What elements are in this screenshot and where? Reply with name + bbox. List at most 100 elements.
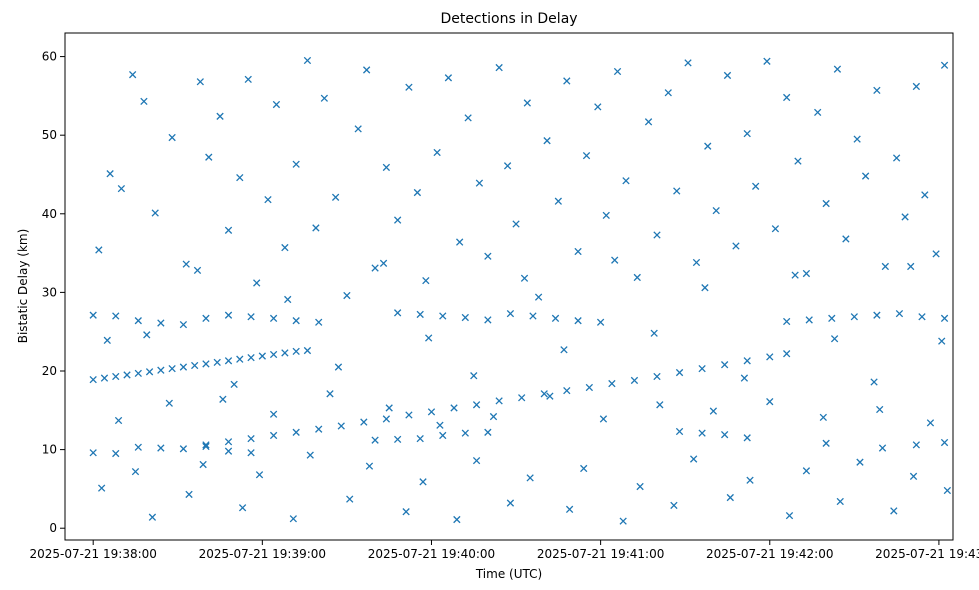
- data-point: [315, 318, 323, 326]
- data-point: [484, 428, 492, 436]
- data-point: [292, 428, 300, 436]
- data-point: [783, 317, 791, 326]
- data-point: [602, 211, 610, 220]
- data-point: [247, 449, 255, 457]
- data-point: [689, 455, 698, 463]
- data-point: [179, 363, 188, 371]
- data-point: [644, 118, 653, 126]
- data-point: [791, 271, 799, 279]
- x-axis: 2025-07-21 19:38:00 2025-07-21 19:39:00 20…: [29, 540, 979, 561]
- data-point: [289, 515, 298, 523]
- data-point: [489, 412, 498, 421]
- data-point: [219, 395, 227, 403]
- data-point: [269, 431, 278, 440]
- data-point: [202, 314, 210, 322]
- data-point: [292, 317, 300, 325]
- data-point: [331, 193, 340, 201]
- data-point: [921, 191, 929, 199]
- data-point: [365, 462, 374, 470]
- data-point: [269, 314, 278, 322]
- data-point: [255, 471, 264, 479]
- data-point: [97, 484, 106, 492]
- data-point: [850, 313, 858, 321]
- x-tick-label: 2025-07-21 19:38:00: [29, 547, 156, 561]
- data-point: [495, 397, 503, 405]
- data-point: [292, 347, 300, 356]
- data-point: [472, 456, 481, 465]
- data-point: [585, 383, 594, 392]
- data-point: [224, 447, 233, 455]
- data-point: [89, 311, 97, 319]
- data-point: [413, 188, 422, 197]
- data-point: [303, 346, 312, 355]
- data-point: [907, 262, 915, 271]
- data-point: [100, 374, 109, 382]
- data-point: [281, 349, 289, 357]
- data-point: [819, 413, 827, 422]
- data-point: [464, 114, 472, 122]
- data-point: [112, 372, 120, 381]
- data-point: [608, 379, 616, 388]
- data-point: [472, 401, 481, 409]
- data-point: [732, 242, 740, 250]
- data-point: [272, 100, 281, 109]
- data-point: [743, 434, 751, 442]
- data-point: [529, 312, 537, 320]
- data-point: [633, 273, 641, 282]
- data-point: [704, 142, 712, 150]
- plot-frame: [64, 32, 954, 541]
- data-point: [393, 435, 402, 444]
- data-point: [873, 311, 881, 319]
- data-point: [202, 360, 210, 368]
- data-point: [436, 421, 444, 429]
- data-point: [830, 335, 839, 343]
- data-point: [484, 316, 492, 324]
- data-point: [269, 350, 278, 359]
- data-point: [763, 57, 771, 65]
- data-point: [453, 515, 461, 524]
- data-point: [503, 162, 512, 170]
- data-point: [148, 513, 157, 521]
- data-point: [112, 449, 120, 458]
- data-point: [320, 94, 329, 102]
- data-point: [842, 235, 850, 243]
- y-tick-label: 60: [42, 50, 57, 64]
- x-tick-label: 2025-07-21 19:42:00: [706, 547, 833, 561]
- data-point: [495, 63, 503, 72]
- y-axis: 0 10 20 30 40 50 60: [42, 50, 65, 535]
- data-point: [213, 358, 221, 367]
- data-point: [134, 443, 142, 451]
- data-point: [506, 499, 515, 507]
- data-point: [140, 97, 148, 106]
- data-point: [892, 154, 901, 162]
- data-point: [881, 262, 890, 271]
- data-point: [701, 284, 709, 292]
- data-point: [712, 206, 720, 215]
- data-point: [670, 501, 678, 510]
- data-point: [379, 259, 388, 267]
- data-point: [433, 148, 441, 157]
- data-point: [563, 386, 571, 395]
- data-point: [636, 482, 644, 491]
- x-tick-label: 2025-07-21 19:39:00: [199, 547, 326, 561]
- data-point: [802, 269, 811, 278]
- data-point: [315, 425, 323, 433]
- data-point: [740, 374, 749, 382]
- data-point: [675, 427, 684, 436]
- x-tick-label: 2025-07-21 19:40:00: [368, 547, 495, 561]
- data-point: [940, 314, 949, 322]
- data-point: [709, 407, 718, 415]
- y-tick-label: 30: [42, 285, 57, 299]
- data-point: [805, 316, 813, 324]
- data-point: [611, 256, 619, 264]
- data-point: [720, 361, 729, 369]
- data-point: [143, 331, 151, 339]
- data-point: [427, 408, 436, 416]
- data-point: [783, 93, 791, 102]
- data-point: [450, 404, 458, 412]
- data-point: [752, 182, 760, 190]
- data-point: [157, 366, 165, 374]
- data-point: [165, 399, 173, 407]
- data-point: [371, 264, 379, 272]
- data-point: [151, 209, 159, 217]
